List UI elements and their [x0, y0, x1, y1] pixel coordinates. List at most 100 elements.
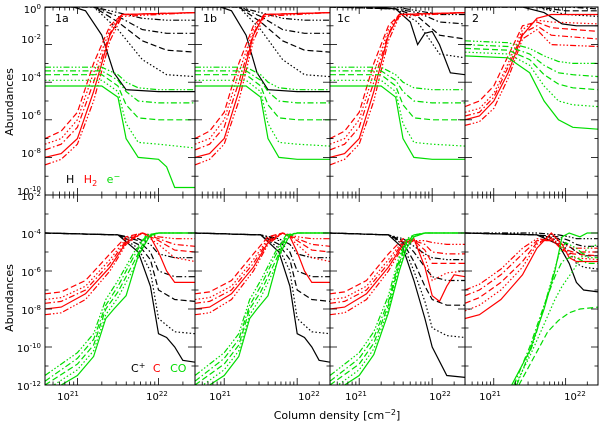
curve-cplus-model-4-bottom-2 — [195, 232, 330, 278]
curve-c-model-2-bottom-4 — [465, 236, 598, 312]
curve-e-model-2-top-4 — [465, 51, 598, 108]
x-axis-label-text: Column density [cm — [274, 409, 385, 422]
curve-co-model-5-bottom-1 — [45, 232, 195, 376]
panel-curves-top-4 — [465, 7, 598, 130]
curve-h2-model-5-top-2 — [195, 12, 330, 166]
curve-co-model-3-bottom-3 — [330, 232, 465, 385]
curve-h2-model-3-top-3 — [330, 12, 465, 140]
curve-co-model-2-bottom-4 — [514, 243, 598, 385]
y-tick-label-top-5: 10-10 — [17, 185, 41, 198]
curve-e-model-5-top-2 — [195, 66, 330, 91]
legend-h: H — [66, 173, 74, 186]
ticks-layer — [44, 6, 598, 386]
curve-c-model-1-bottom-3 — [330, 237, 465, 310]
curve-cplus-model-5-bottom-4 — [465, 232, 598, 240]
curve-c-model-2-bottom-2 — [195, 232, 330, 301]
curve-e-model-4-top-4 — [465, 44, 598, 78]
x-tick-label-p2-22: 1022 — [298, 390, 320, 403]
curve-e-model-1-top-4 — [465, 55, 598, 130]
curve-h-model-2-top-2 — [195, 7, 330, 78]
curve-h-model-4-top-1 — [45, 7, 195, 34]
curve-co-model-5-bottom-3 — [330, 232, 465, 376]
curve-h2-model-1-top-3 — [330, 12, 465, 158]
curve-e-model-1-top-1 — [45, 85, 195, 189]
x-tick-label-p1-21: 1021 — [57, 390, 79, 403]
curve-e-model-4-top-2 — [195, 70, 330, 104]
x-tick-label-p2-21: 1021 — [209, 390, 231, 403]
curve-c-model-3-bottom-4 — [465, 238, 598, 304]
y-tick-label-top-2: 10-4 — [21, 71, 41, 84]
curve-h-model-3-top-1 — [45, 7, 195, 53]
curve-c-model-4-bottom-3 — [330, 239, 465, 304]
curve-co-model-5-bottom-2 — [195, 232, 330, 376]
y-tick-label-bottom-1: 10-4 — [21, 228, 41, 241]
panel-frame-bottom-1 — [44, 194, 196, 386]
curves-layer — [45, 7, 598, 385]
legend-e: e — [107, 173, 114, 186]
curve-c-model-2-bottom-1 — [45, 232, 195, 301]
panel-curves-top-3 — [330, 7, 465, 166]
panel-frame-bottom-2 — [194, 194, 331, 386]
curve-h2-model-1-top-4 — [465, 13, 598, 121]
panel-curves-top-1 — [45, 7, 195, 189]
curve-e-model-5-top-1 — [45, 66, 195, 91]
curve-co-model-1-bottom-4 — [511, 232, 598, 385]
curve-e-model-5-top-3 — [330, 66, 465, 91]
curve-c-model-5-bottom-2 — [195, 232, 330, 316]
legend-co: CO — [170, 362, 187, 375]
curve-h2-model-1-top-2 — [195, 12, 330, 158]
legend-e-sup: − — [113, 172, 120, 181]
x-tick-label-p1-22: 1022 — [146, 390, 168, 403]
curve-cplus-model-2-bottom-1 — [45, 232, 195, 335]
panel-frame-top-4 — [464, 6, 599, 196]
curve-c-model-5-bottom-3 — [330, 240, 465, 316]
curve-c-model-4-bottom-4 — [465, 240, 598, 297]
y-tick-labels-top: 100 10-2 10-4 10-6 10-8 10-10 — [17, 3, 42, 198]
y-axis-label-bottom: Abundances — [3, 264, 16, 332]
curve-c-model-3-bottom-1 — [45, 232, 195, 295]
legend-h2: H — [84, 173, 92, 186]
panel-curves-bottom-2 — [195, 232, 330, 385]
panel-label-2: 2 — [472, 12, 479, 25]
panel-curves-bottom-1 — [45, 232, 195, 385]
curve-c-model-3-bottom-2 — [195, 232, 330, 295]
y-tick-label-top-0: 100 — [24, 3, 41, 16]
curve-h2-model-4-top-4 — [465, 25, 598, 117]
curve-h-model-1-top-2 — [195, 7, 330, 93]
x-tick-labels: 1021 1022 1021 1022 1021 1022 1021 1022 — [57, 390, 586, 403]
curve-e-model-1-top-3 — [330, 85, 465, 160]
curve-c-model-4-bottom-2 — [195, 232, 330, 304]
y-tick-label-bottom-0: 10-2 — [21, 190, 41, 203]
panel-curves-bottom-3 — [330, 232, 465, 385]
legend-cplus: C — [131, 362, 139, 375]
curve-co-model-2-bottom-1 — [52, 232, 195, 385]
curve-e-model-5-top-4 — [465, 40, 598, 65]
curve-co-model-2-bottom-2 — [201, 232, 330, 385]
curve-co-model-3-bottom-2 — [195, 232, 330, 385]
x-tick-label-p3-21: 1021 — [345, 390, 367, 403]
curve-h-model-1-top-1 — [45, 7, 195, 93]
panel-label-1c: 1c — [337, 12, 350, 25]
panel-label-1a: 1a — [55, 12, 69, 25]
curve-h2-model-2-top-4 — [465, 19, 598, 113]
curve-co-model-1-bottom-2 — [208, 232, 330, 385]
curve-e-model-4-top-3 — [330, 70, 465, 104]
curve-cplus-model-1-bottom-3 — [330, 232, 465, 378]
y-tick-label-top-3: 10-6 — [21, 109, 41, 122]
curve-h2-model-4-top-2 — [195, 12, 330, 151]
curve-cplus-model-4-bottom-4 — [465, 232, 598, 247]
curve-e-model-3-top-4 — [465, 47, 598, 91]
curve-co-model-3-bottom-1 — [45, 232, 195, 385]
curve-h-model-3-top-2 — [195, 7, 330, 53]
y-tick-label-top-1: 10-2 — [21, 33, 41, 46]
curve-h-model-1-top-4 — [465, 7, 598, 27]
curve-e-model-2-top-1 — [45, 79, 195, 149]
curve-h2-model-1-top-1 — [45, 12, 195, 158]
curve-h-model-1-top-3 — [330, 7, 465, 76]
curve-e-model-1-top-2 — [195, 85, 330, 160]
y-tick-label-bottom-2: 10-6 — [21, 266, 41, 279]
x-axis-label-exp: −2 — [384, 408, 396, 417]
curve-cplus-model-3-bottom-1 — [45, 232, 195, 302]
curve-co-model-4-bottom-4 — [513, 255, 598, 385]
